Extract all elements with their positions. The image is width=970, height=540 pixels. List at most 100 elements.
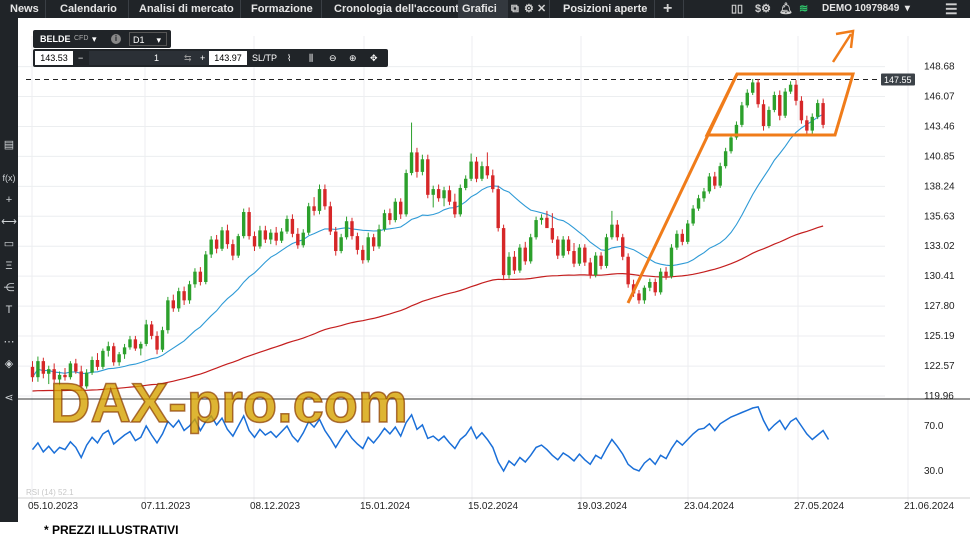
footer-note: * PREZZI ILLUSTRATIVI bbox=[44, 523, 179, 537]
candle-body bbox=[231, 244, 235, 256]
candle-body bbox=[290, 218, 295, 234]
price-chart[interactable]: 148.68 146.07 143.46 140.85 138.24 135.63 133.… bbox=[18, 18, 970, 522]
tab-cronologia-account[interactable]: Cronologia dell'account bbox=[334, 3, 459, 15]
close-tab-icon[interactable]: ✕ bbox=[537, 3, 547, 15]
candle-body bbox=[447, 190, 452, 202]
tool-crosshair[interactable]: + bbox=[5, 194, 13, 206]
zoom-out-icon[interactable]: ⊖ bbox=[329, 53, 337, 63]
annotation-layer bbox=[626, 29, 856, 304]
candle-body bbox=[47, 369, 51, 374]
candle-body bbox=[36, 361, 40, 378]
decrease-quantity-button[interactable]: − bbox=[78, 53, 84, 63]
candle-body bbox=[160, 330, 165, 350]
candle-body bbox=[182, 291, 186, 301]
move-icon[interactable]: ✥ bbox=[370, 53, 378, 63]
watermark: DAX-pro.com bbox=[50, 371, 408, 434]
candle-body bbox=[388, 213, 392, 221]
tab-analisi-di-mercato[interactable]: Analisi di mercato bbox=[139, 3, 234, 15]
price-tick-label: 148.68 bbox=[924, 62, 955, 73]
candle-body bbox=[485, 166, 490, 176]
candle-body bbox=[810, 116, 814, 131]
candle-body bbox=[566, 239, 571, 252]
candle-body bbox=[550, 228, 555, 240]
tool-rectangle[interactable]: ▭ bbox=[3, 238, 15, 250]
swap-icon[interactable]: ⇆ bbox=[184, 53, 192, 63]
popout-icon[interactable]: ⧉ bbox=[511, 3, 519, 15]
tab-news[interactable]: News bbox=[10, 3, 39, 15]
candles-icon[interactable]: ⫼ bbox=[309, 53, 314, 63]
instrument-symbol[interactable]: BELDE bbox=[40, 34, 71, 44]
wifi-icon: ≋ bbox=[799, 3, 809, 15]
candle-body bbox=[577, 247, 582, 264]
currency-icon[interactable]: $⚙ bbox=[755, 3, 771, 15]
candle-body bbox=[214, 239, 219, 249]
tool-indicators[interactable]: f(x) bbox=[2, 173, 16, 183]
nav-separator bbox=[549, 0, 550, 18]
rsi-tick-label: 30.0 bbox=[924, 466, 944, 477]
time-tick-label: 07.11.2023 bbox=[141, 501, 191, 512]
candle-body bbox=[306, 206, 311, 233]
rsi-panel: 70.0 30.0 bbox=[31, 406, 944, 477]
candle-body bbox=[177, 291, 181, 309]
increase-quantity-button[interactable]: + bbox=[200, 53, 206, 63]
tool-pitchfork[interactable]: ⋲ bbox=[3, 282, 15, 294]
add-tab-button[interactable]: + bbox=[663, 0, 673, 17]
candle-body bbox=[821, 103, 825, 125]
candle-body bbox=[756, 82, 760, 105]
tab-formazione[interactable]: Formazione bbox=[251, 3, 313, 15]
candle-body bbox=[344, 221, 349, 238]
candle-body bbox=[799, 100, 804, 121]
chevron-down-icon[interactable]: ▾ bbox=[92, 34, 97, 44]
candle-body bbox=[718, 166, 722, 186]
price-tick-label: 135.63 bbox=[924, 211, 955, 222]
account-selector[interactable]: DEMO 10979849 ▾ bbox=[822, 0, 910, 18]
line-chart-icon[interactable]: ⌇ bbox=[287, 53, 292, 63]
tool-more[interactable]: ⋯ bbox=[3, 336, 15, 348]
price-tick-label: 130.41 bbox=[924, 271, 955, 282]
candle-body bbox=[399, 201, 403, 215]
quantity-input[interactable]: 1 bbox=[89, 51, 224, 65]
layout-icon[interactable]: ▯▯ bbox=[731, 3, 744, 15]
candle-body bbox=[593, 255, 598, 276]
tab-grafici[interactable]: Grafici bbox=[458, 0, 508, 18]
candle-body bbox=[788, 84, 793, 92]
moving-average-fast bbox=[32, 113, 824, 378]
tool-layers[interactable]: ◈ bbox=[4, 358, 14, 370]
hamburger-menu-icon[interactable]: ☰ bbox=[945, 1, 958, 17]
candle-body bbox=[745, 92, 749, 106]
ma-fast-line bbox=[32, 113, 824, 378]
buy-price-button[interactable]: 143.97 bbox=[209, 51, 247, 65]
tool-fibonacci[interactable]: Ξ bbox=[5, 260, 13, 272]
tool-line[interactable]: ⟷ bbox=[1, 216, 17, 228]
sell-price-button[interactable]: 143.53 bbox=[35, 51, 73, 65]
account-number: 10979849 bbox=[854, 3, 900, 14]
tab-posizioni-aperte[interactable]: Posizioni aperte bbox=[563, 3, 648, 15]
settings-icon[interactable]: ⚙ bbox=[524, 3, 534, 15]
candle-body bbox=[778, 95, 782, 116]
tool-chart-type[interactable]: ▤ bbox=[3, 139, 15, 151]
candle-body bbox=[518, 247, 522, 271]
candle-body bbox=[805, 120, 809, 131]
bell-icon[interactable]: 🔔︎ bbox=[779, 3, 793, 15]
sltp-button[interactable]: SL/TP bbox=[252, 53, 278, 63]
time-axis: 05.10.2023 07.11.2023 08.12.2023 15.01.2024… bbox=[18, 497, 970, 512]
timeframe-value: D1 bbox=[133, 35, 145, 45]
time-tick-label: 08.12.2023 bbox=[250, 501, 300, 512]
rsi-line bbox=[31, 406, 830, 473]
candle-body bbox=[767, 109, 771, 127]
instrument-selector: BELDE CFD ▾ i D1 ▾ bbox=[33, 30, 171, 48]
tool-share[interactable]: ⋖ bbox=[4, 392, 14, 404]
instrument-type: CFD bbox=[74, 35, 89, 42]
info-icon[interactable]: i bbox=[111, 34, 121, 44]
tool-text[interactable]: T bbox=[5, 304, 13, 316]
timeframe-selector[interactable]: D1 ▾ bbox=[129, 32, 167, 46]
price-tick-label: 138.24 bbox=[924, 181, 955, 192]
candle-body bbox=[371, 237, 376, 247]
candle-body bbox=[442, 190, 446, 199]
candle-body bbox=[691, 208, 695, 224]
candle-body bbox=[339, 237, 343, 252]
zoom-in-icon[interactable]: ⊕ bbox=[349, 53, 357, 63]
current-price-tag-bg bbox=[881, 73, 915, 86]
candle-body bbox=[615, 224, 620, 238]
tab-calendario[interactable]: Calendario bbox=[60, 3, 117, 15]
